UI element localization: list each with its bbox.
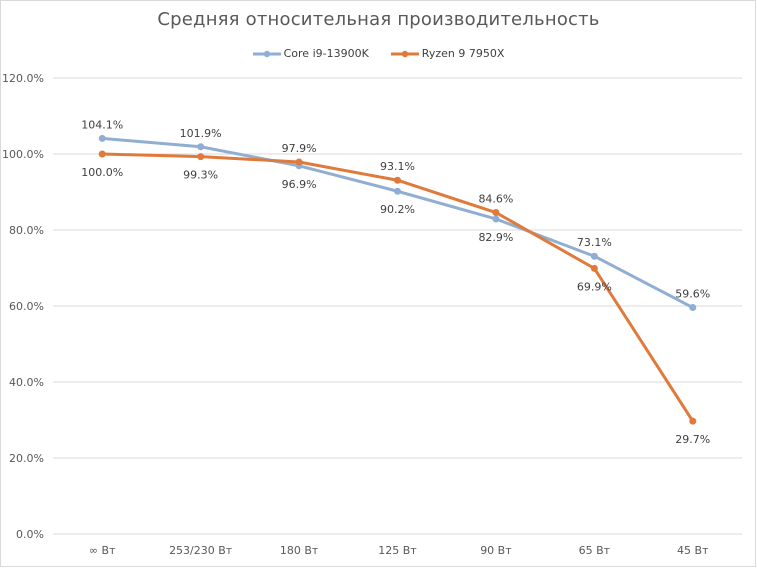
data-point-marker [197,153,205,161]
data-label: 99.3% [183,169,218,182]
y-tick-label: 120.0% [2,72,44,85]
data-point-marker [98,134,106,142]
y-tick-label: 80.0% [9,224,44,237]
y-tick-label: 20.0% [9,452,44,465]
x-tick-label: 125 Вт [378,544,417,557]
data-point-marker [689,417,697,425]
legend-label: Core i9-13900K [283,47,369,60]
legend-item-core-i9[interactable]: Core i9-13900K [252,47,369,60]
y-tick-label: 40.0% [9,376,44,389]
data-label: 69.9% [577,280,612,293]
data-point-marker [689,304,697,312]
data-label: 93.1% [380,160,415,173]
data-point-marker [590,252,598,260]
x-tick-label: 65 Вт [579,544,611,557]
data-label: 104.1% [81,118,123,131]
data-label: 96.9% [282,178,317,191]
chart-title: Средняя относительная производительность [157,9,600,30]
data-point-marker [394,176,401,184]
data-label: 29.7% [675,433,710,446]
data-point-marker [394,187,401,195]
data-label: 73.1% [577,236,612,249]
data-point-marker [590,264,598,272]
x-tick-label: 180 Вт [280,544,319,557]
legend-label: Ryzen 9 7950X [421,47,505,60]
data-label: 100.0% [81,166,123,179]
x-tick-label: 90 Вт [480,544,512,557]
data-label: 84.6% [478,193,513,206]
y-tick-label: 60.0% [9,300,44,313]
data-point-marker [295,158,303,166]
data-point-marker [492,215,500,223]
x-tick-label: 45 Вт [677,544,709,557]
chart-legend: Core i9-13900K Ryzen 9 7950X [0,47,757,60]
data-label: 97.9% [282,142,317,155]
data-point-marker [197,143,205,151]
legend-item-ryzen-9[interactable]: Ryzen 9 7950X [390,47,505,60]
x-tick-label: ∞ Вт [89,544,116,557]
data-label: 101.9% [180,127,222,140]
legend-line-marker-icon [390,50,419,57]
y-tick-label: 0.0% [16,528,44,541]
data-label: 82.9% [478,231,513,244]
data-label: 59.6% [675,288,710,301]
x-tick-label: 253/230 Вт [169,544,233,557]
data-point-marker [98,150,106,158]
data-label: 90.2% [380,203,415,216]
legend-line-marker-icon [252,50,281,57]
y-tick-label: 100.0% [2,148,44,161]
data-point-marker [492,209,500,217]
